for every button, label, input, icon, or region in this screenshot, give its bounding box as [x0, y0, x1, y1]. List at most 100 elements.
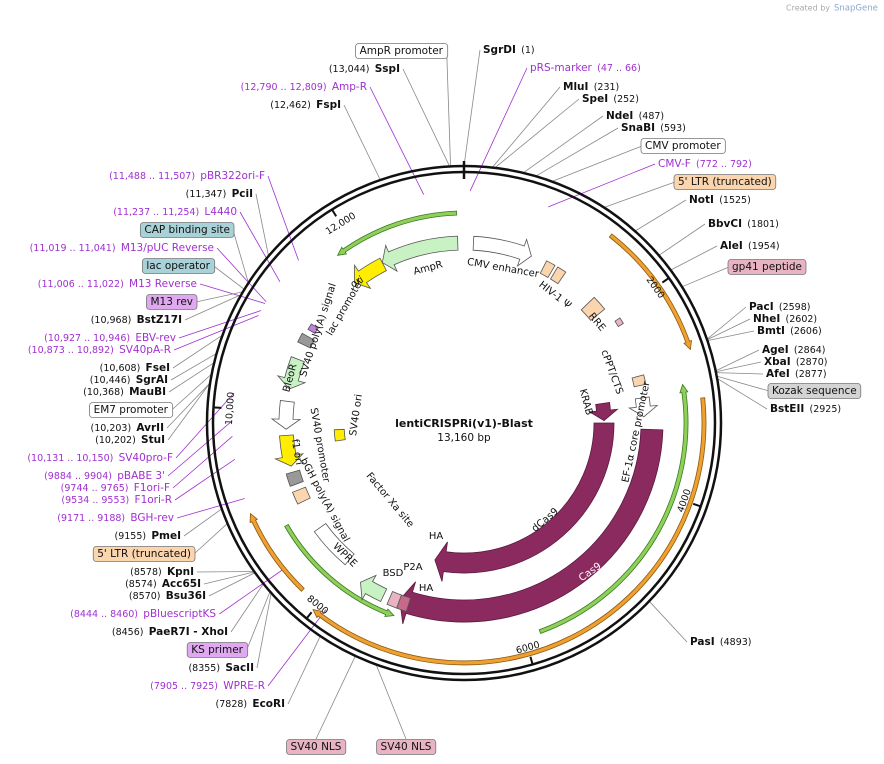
feature-arrow — [312, 397, 707, 666]
enzyme-label: (10,203) AvrII — [91, 422, 165, 434]
site-name: M13 rev — [150, 296, 193, 308]
primer-label: (11,488 .. 11,507) pBR322ori-F — [109, 170, 265, 182]
feature-label: RRE — [586, 311, 607, 334]
leader-line — [446, 50, 451, 167]
feature-arrow — [270, 400, 302, 430]
leader-line — [315, 655, 356, 740]
site-position: (2925) — [810, 404, 842, 415]
feature-tag: lac operator — [146, 260, 210, 272]
feature-tag-box — [727, 259, 807, 275]
site-name: L4440 — [204, 206, 237, 218]
leader-line — [535, 127, 619, 177]
feature-arrow — [249, 512, 305, 592]
enzyme-label: NotI (1525) — [689, 194, 751, 206]
leader-line — [178, 310, 262, 339]
feature-label: HA — [419, 583, 434, 594]
enzyme-label: (13,044) SspI — [329, 63, 400, 75]
primer-label: (9884 .. 9904) pBABE 3' — [44, 470, 165, 482]
enzyme-label: (10,368) MauBI — [83, 386, 166, 398]
enzyme-label: SnaBI (593) — [621, 122, 686, 134]
feature-tag-box — [376, 739, 437, 755]
site-name: SnaBI — [621, 122, 655, 134]
leader-line — [716, 375, 770, 392]
site-name: MluI — [563, 81, 588, 93]
leader-line — [681, 266, 730, 288]
site-name: Acc65I — [162, 578, 201, 590]
site-name: BGH-rev — [130, 512, 174, 524]
ruler-label: 2000 — [644, 275, 667, 301]
site-name: F1ori-R — [135, 494, 172, 506]
feature-shapes — [205, 161, 723, 682]
credit-prefix: Created by — [786, 4, 830, 13]
leader-line — [522, 115, 604, 174]
feature-arrow — [539, 260, 556, 279]
site-position: (9171 .. 9188) — [57, 513, 125, 524]
site-name: SpeI — [582, 93, 608, 105]
site-name: PaeR7I - XhoI — [149, 626, 228, 638]
site-name: KS primer — [191, 644, 243, 656]
site-position: (10,608) — [100, 363, 141, 374]
feature-tag-box — [146, 294, 198, 310]
enzyme-label: (10,968) BstZ17I — [91, 314, 182, 326]
primer-label: (10,927 .. 10,946) EBV-rev — [44, 332, 176, 344]
site-name: FseI — [146, 362, 170, 374]
feature-tag: CAP binding site — [144, 224, 230, 236]
primer-label: (9744 .. 9765) F1ori-F — [61, 482, 170, 494]
leader-line — [195, 291, 244, 303]
enzyme-label: AfeI (2877) — [766, 368, 827, 380]
leader-line — [634, 199, 687, 232]
enzyme-label: BmtI (2606) — [757, 325, 822, 337]
enzyme-label: SpeI (252) — [582, 93, 639, 105]
site-name: EM7 promoter — [94, 404, 169, 416]
feature-tag-box — [767, 383, 862, 399]
leader-line — [193, 523, 228, 555]
site-name: AmpR promoter — [360, 45, 444, 57]
leader-line — [375, 664, 407, 740]
feature-tag: Kozak sequence — [772, 385, 857, 397]
leader-line — [343, 104, 381, 181]
leader-line — [267, 175, 299, 261]
site-name: KpnI — [167, 566, 194, 578]
site-position: (9884 .. 9904) — [44, 471, 112, 482]
site-position: (772 .. 792) — [696, 159, 752, 170]
site-position: (7905 .. 7925) — [150, 681, 218, 692]
site-position: (2602) — [786, 314, 818, 325]
feature-tag: 5' LTR (truncated) — [97, 548, 191, 560]
enzyme-label: (9155) PmeI — [114, 530, 181, 542]
leader-line — [173, 315, 259, 351]
site-position: (1954) — [748, 241, 780, 252]
leader-line — [167, 420, 233, 477]
site-position: (252) — [613, 94, 639, 105]
leader-line — [716, 378, 768, 410]
leader-line — [168, 362, 215, 393]
enzyme-label: NheI (2602) — [753, 313, 817, 325]
enzyme-label: MluI (231) — [563, 81, 619, 93]
primer-label: (11,006 .. 11,022) M13 Reverse — [38, 278, 197, 290]
site-name: PasI — [690, 636, 715, 648]
leader-line — [548, 163, 656, 208]
site-position: (11,488 .. 11,507) — [109, 171, 195, 182]
site-position: (47 .. 66) — [597, 63, 641, 74]
feature-tag: EM7 promoter — [94, 404, 169, 416]
feature-tag-box — [92, 546, 196, 562]
site-name: M13 Reverse — [129, 278, 197, 290]
site-position: (487) — [639, 111, 665, 122]
feature-arrow — [381, 235, 459, 273]
ruler-tick — [692, 502, 702, 508]
ruler-tick — [661, 277, 670, 284]
site-position: (593) — [660, 123, 686, 134]
enzyme-label: AgeI (2864) — [762, 344, 826, 356]
feature-arrow — [274, 434, 305, 467]
site-position: (1) — [521, 45, 534, 56]
leader-line — [256, 592, 272, 669]
site-position: (10,873 .. 10,892) — [28, 345, 114, 356]
feature-arrow — [297, 332, 315, 349]
feature-arrow — [276, 356, 307, 390]
leader-line — [167, 382, 211, 441]
leader-line — [219, 568, 284, 615]
leader-line — [213, 265, 245, 290]
feature-arrow — [284, 523, 395, 617]
site-name: SV40 NLS — [381, 741, 432, 753]
leader-line — [183, 508, 222, 537]
ruler-tick — [331, 208, 338, 217]
